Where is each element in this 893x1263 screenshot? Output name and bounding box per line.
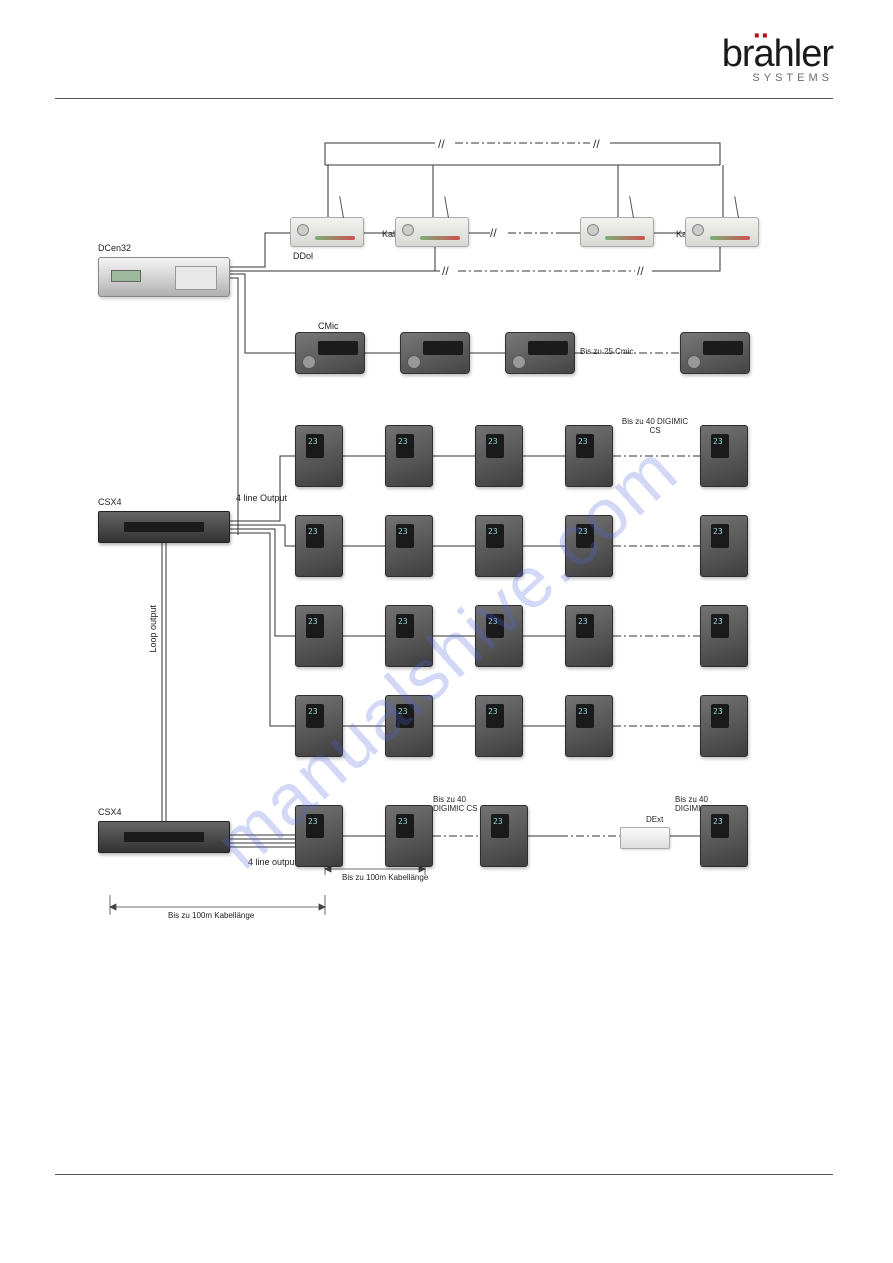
device-digimic-r1-c5 — [700, 425, 748, 487]
label-dist-100b: Bis zu 100m Kabellänge — [342, 873, 428, 882]
device-digimic-r2-c5 — [700, 515, 748, 577]
device-dcen32 — [98, 257, 230, 297]
svg-text://: // — [490, 226, 497, 240]
device-cmic-3 — [505, 332, 575, 374]
device-digimic-r1-c1 — [295, 425, 343, 487]
device-cmic-1 — [295, 332, 365, 374]
device-digimic-r4-c3 — [475, 695, 523, 757]
device-digimic-r2-c1 — [295, 515, 343, 577]
device-digimic-r3-c3 — [475, 605, 523, 667]
device-ddol-1 — [290, 217, 364, 247]
device-digimic-r1-c4 — [565, 425, 613, 487]
device-digimic-r4-c5 — [700, 695, 748, 757]
device-digimic-r4-c1 — [295, 695, 343, 757]
label-4line-a: 4 line Output — [236, 493, 287, 503]
system-diagram: // // // // // — [80, 135, 840, 965]
brand-name: bra¨hler — [722, 33, 833, 75]
label-4line-b: 4 line output — [248, 857, 297, 867]
device-digimic-b1 — [295, 805, 343, 867]
footer-rule — [55, 1174, 833, 1175]
label-dist-100a: Bis zu 100m Kabellänge — [168, 911, 254, 920]
device-digimic-b3 — [480, 805, 528, 867]
device-cmic-2 — [400, 332, 470, 374]
label-csx4-b: CSX4 — [98, 807, 122, 817]
label-cmic-note: Bis zu 25 Cmic — [580, 347, 633, 356]
device-digimic-r1-c2 — [385, 425, 433, 487]
device-csx4-b — [98, 821, 230, 853]
device-dext — [620, 827, 670, 849]
device-digimic-r4-c4 — [565, 695, 613, 757]
label-cmic: CMic — [318, 321, 339, 331]
device-digimic-b4 — [700, 805, 748, 867]
label-digimic-note-grid: Bis zu 40 DIGIMIC CS — [620, 417, 690, 435]
device-digimic-r3-c5 — [700, 605, 748, 667]
device-digimic-r2-c2 — [385, 515, 433, 577]
label-loop: Loop output — [148, 605, 158, 653]
device-ddol-2 — [395, 217, 469, 247]
device-digimic-r4-c2 — [385, 695, 433, 757]
device-digimic-r2-c4 — [565, 515, 613, 577]
label-ddol: DDol — [293, 251, 313, 261]
label-dcen: DCen32 — [98, 243, 131, 253]
device-ddol-4 — [685, 217, 759, 247]
label-csx4-a: CSX4 — [98, 497, 122, 507]
svg-text://: // — [438, 137, 445, 151]
svg-text://: // — [442, 264, 449, 278]
device-cmic-4 — [680, 332, 750, 374]
header-rule — [55, 98, 833, 99]
svg-text://: // — [637, 264, 644, 278]
device-digimic-r1-c3 — [475, 425, 523, 487]
svg-text://: // — [593, 137, 600, 151]
brand-logo: bra¨hler SYSTEMS — [722, 33, 833, 84]
device-ddol-3 — [580, 217, 654, 247]
label-dext: DExt — [646, 815, 663, 824]
device-csx4-a — [98, 511, 230, 543]
device-digimic-b2 — [385, 805, 433, 867]
device-digimic-r2-c3 — [475, 515, 523, 577]
device-digimic-r3-c1 — [295, 605, 343, 667]
device-digimic-r3-c2 — [385, 605, 433, 667]
device-digimic-r3-c4 — [565, 605, 613, 667]
